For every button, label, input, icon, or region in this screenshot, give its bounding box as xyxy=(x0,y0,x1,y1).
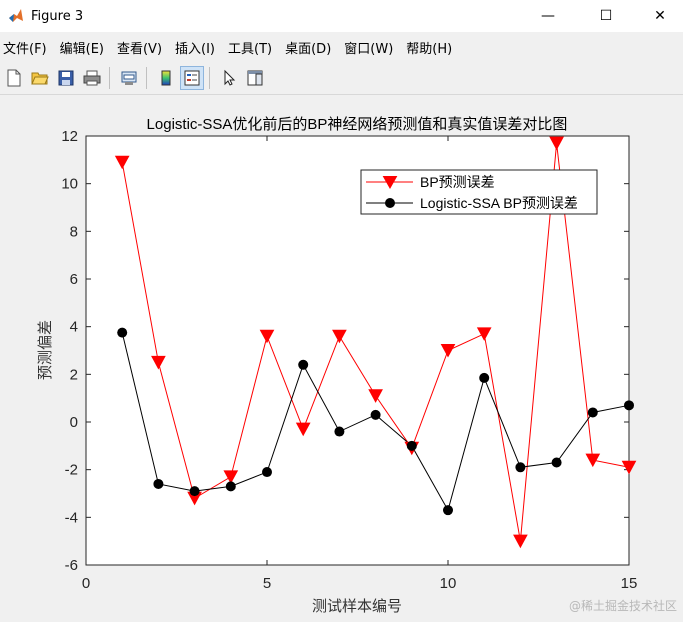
data-point-1-10 xyxy=(479,372,490,383)
data-point-0-3 xyxy=(223,470,239,484)
new-file-icon[interactable] xyxy=(2,66,26,90)
menu-desktop[interactable]: 桌面(D) xyxy=(285,41,332,57)
y-tick-label: 12 xyxy=(61,128,78,145)
data-point-1-12 xyxy=(551,457,562,468)
data-point-1-14 xyxy=(624,400,634,411)
chart: 0 5 10 15 -6 -4 -2 0 2 4 6 8 10 12 Logistic-SSA优化前后的B… xyxy=(37,115,638,615)
legend-box xyxy=(360,169,598,215)
y-axis-label: 预测偏差 xyxy=(37,320,54,380)
x-axis-label: 测试样本编号 xyxy=(312,598,402,615)
data-point-0-5 xyxy=(295,422,311,437)
data-point-0-12 xyxy=(549,136,564,151)
data-point-0-4 xyxy=(259,329,275,344)
x-tick-label: 5 xyxy=(263,575,271,592)
data-point-1-13 xyxy=(587,407,598,418)
figure-canvas: 0 5 10 15 -6 -4 -2 0 2 4 6 8 10 12 Logistic-SSA优化前后的B… xyxy=(0,95,683,618)
data-point-1-6 xyxy=(334,426,345,437)
chart-title: Logistic-SSA优化前后的BP神经网络预测值和真实值误差对比图 xyxy=(147,115,568,133)
toolbar-separator xyxy=(146,67,147,89)
data-point-0-11 xyxy=(513,534,528,549)
legend-label-bp: BP预测误差 xyxy=(420,174,495,190)
data-point-1-11 xyxy=(515,462,526,473)
title-bar: Figure 3 — ☐ ✕ xyxy=(0,0,683,32)
data-point-1-1 xyxy=(153,478,164,489)
data-point-0-13 xyxy=(585,453,601,468)
data-point-0-1 xyxy=(151,355,166,370)
print-icon[interactable] xyxy=(80,66,104,90)
data-point-0-10 xyxy=(476,327,492,341)
matlab-icon xyxy=(8,8,24,24)
data-point-1-5 xyxy=(298,359,309,370)
menu-help[interactable]: 帮助(H) xyxy=(406,41,453,57)
data-point-0-7 xyxy=(368,389,383,403)
menu-tools[interactable]: 工具(T) xyxy=(228,41,273,57)
toolbar xyxy=(0,62,683,95)
menu-file[interactable]: 文件(F) xyxy=(3,41,47,57)
menu-bar: 文件(F) 编辑(E) 查看(V) 插入(I) 工具(T) 桌面(D) 窗口(W… xyxy=(0,34,683,60)
x-tick-label: 10 xyxy=(440,575,457,592)
x-tick-label: 0 xyxy=(82,575,90,592)
data-point-1-4 xyxy=(262,467,272,478)
y-tick-label: -6 xyxy=(65,557,78,574)
data-point-1-0 xyxy=(117,327,128,338)
menu-window[interactable]: 窗口(W) xyxy=(344,41,394,57)
data-point-1-8 xyxy=(406,440,417,451)
watermark: @稀土掘金技术社区 xyxy=(568,599,677,613)
data-point-0-14 xyxy=(621,460,637,475)
data-point-0-6 xyxy=(332,329,347,344)
menu-edit[interactable]: 编辑(E) xyxy=(59,41,104,57)
y-tick-label: 6 xyxy=(70,271,78,288)
legend-marker-bp xyxy=(382,176,398,190)
minimize-button[interactable]: — xyxy=(541,8,555,24)
legend-marker-ssa xyxy=(385,198,395,208)
data-point-1-7 xyxy=(370,409,381,420)
data-point-0-9 xyxy=(440,344,456,358)
maximize-button[interactable]: ☐ xyxy=(599,8,613,24)
menu-insert[interactable]: 插入(I) xyxy=(175,41,216,57)
legend-label-ssa: Logistic-SSA BP预测误差 xyxy=(420,195,578,211)
close-button[interactable]: ✕ xyxy=(654,8,666,24)
y-tick-label: 4 xyxy=(70,319,78,336)
data-point-1-9 xyxy=(443,505,453,516)
open-folder-icon[interactable] xyxy=(28,66,52,90)
y-tick-label: 2 xyxy=(70,366,78,383)
toolbar-separator xyxy=(109,67,110,89)
print-preview-icon[interactable] xyxy=(117,66,141,90)
colorbar-icon[interactable] xyxy=(154,66,178,90)
property-editor-icon[interactable] xyxy=(243,66,267,90)
y-tick-label: -2 xyxy=(65,462,78,479)
window-title: Figure 3 xyxy=(31,8,84,24)
legend-icon[interactable] xyxy=(180,66,204,90)
save-icon[interactable] xyxy=(54,66,78,90)
x-tick-label: 15 xyxy=(621,575,638,592)
legend[interactable]: BP预测误差 Logistic-SSA BP预测误差 xyxy=(360,169,598,215)
data-point-1-3 xyxy=(225,481,236,492)
data-point-1-2 xyxy=(189,486,200,497)
y-tick-label: 8 xyxy=(70,223,78,240)
y-tick-label: 10 xyxy=(61,176,78,193)
data-point-0-0 xyxy=(114,155,130,170)
pointer-icon[interactable] xyxy=(217,66,241,90)
y-tick-label: -4 xyxy=(65,509,78,526)
menu-view[interactable]: 查看(V) xyxy=(116,41,163,57)
y-tick-label: 0 xyxy=(70,414,78,431)
toolbar-separator xyxy=(209,67,210,89)
